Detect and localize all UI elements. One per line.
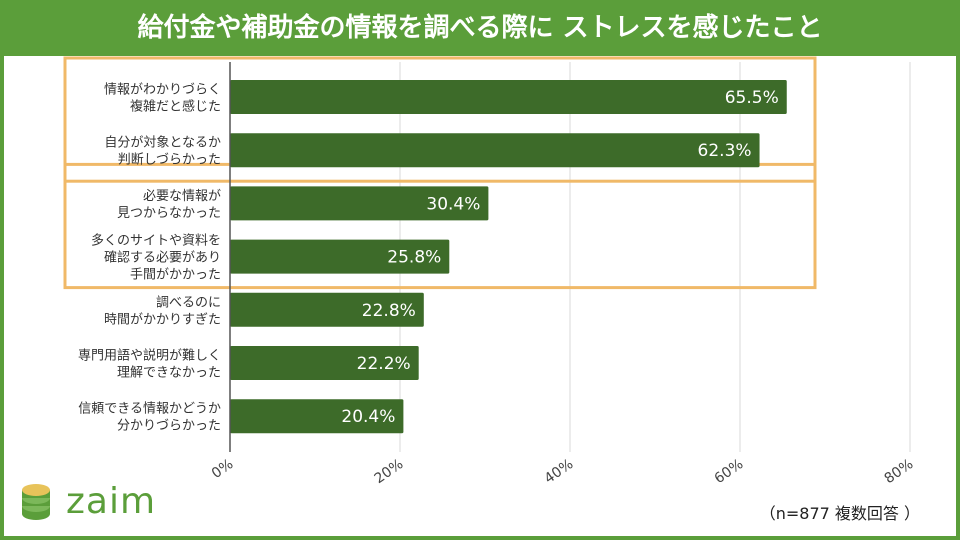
bar [230, 292, 424, 327]
data-label: 25.8% [387, 248, 441, 268]
category-label: 自分が対象となるか [104, 136, 221, 151]
bar [230, 80, 787, 114]
category-label: 見つからなかった [117, 206, 221, 221]
sample-note: （n=877 複数回答 ） [759, 504, 920, 523]
data-label: 30.4% [426, 194, 480, 214]
category-label: 必要な情報が [143, 189, 221, 204]
category-label: 手間がかかった [130, 268, 221, 283]
zaim-logo: zaim [18, 480, 158, 524]
x-tick-label: 0% [209, 456, 236, 482]
category-label: 理解できなかった [117, 366, 221, 381]
category-label: 分かりづらかった [117, 419, 221, 434]
bar [230, 399, 404, 434]
bar [230, 133, 760, 168]
x-tick-label: 80% [882, 456, 917, 487]
x-tick-label: 40% [542, 456, 577, 487]
category-label: 多くのサイトや資料を [91, 233, 221, 249]
category-label: 信頼できる情報かどうか [78, 402, 221, 417]
category-label: 確認する必要があり [104, 250, 221, 266]
data-label: 22.8% [362, 301, 416, 321]
category-label: 判断しづらかった [118, 153, 221, 168]
page-title: 給付金や補助金の情報を調べる際に ストレスを感じたこと [0, 0, 960, 56]
data-label: 20.4% [341, 407, 395, 427]
category-label: 専門用語や説明が難しく [78, 348, 221, 364]
highlight-box [63, 56, 817, 183]
data-label: 62.3% [698, 141, 752, 161]
coin-stack-icon [22, 484, 50, 520]
category-label: 複雑だと感じた [130, 99, 221, 115]
data-label: 22.2% [357, 354, 411, 374]
bar [230, 239, 450, 274]
category-label: 時間がかかりすぎた [104, 312, 221, 327]
category-label: 調べるのに [156, 295, 221, 310]
logo-text: zaim [66, 481, 157, 522]
data-label: 65.5% [725, 88, 779, 108]
x-tick-label: 20% [372, 456, 407, 487]
bar [230, 346, 419, 380]
x-tick-label: 60% [712, 456, 747, 487]
bar [230, 186, 489, 221]
category-label: 情報がわかりづらく [104, 83, 221, 98]
